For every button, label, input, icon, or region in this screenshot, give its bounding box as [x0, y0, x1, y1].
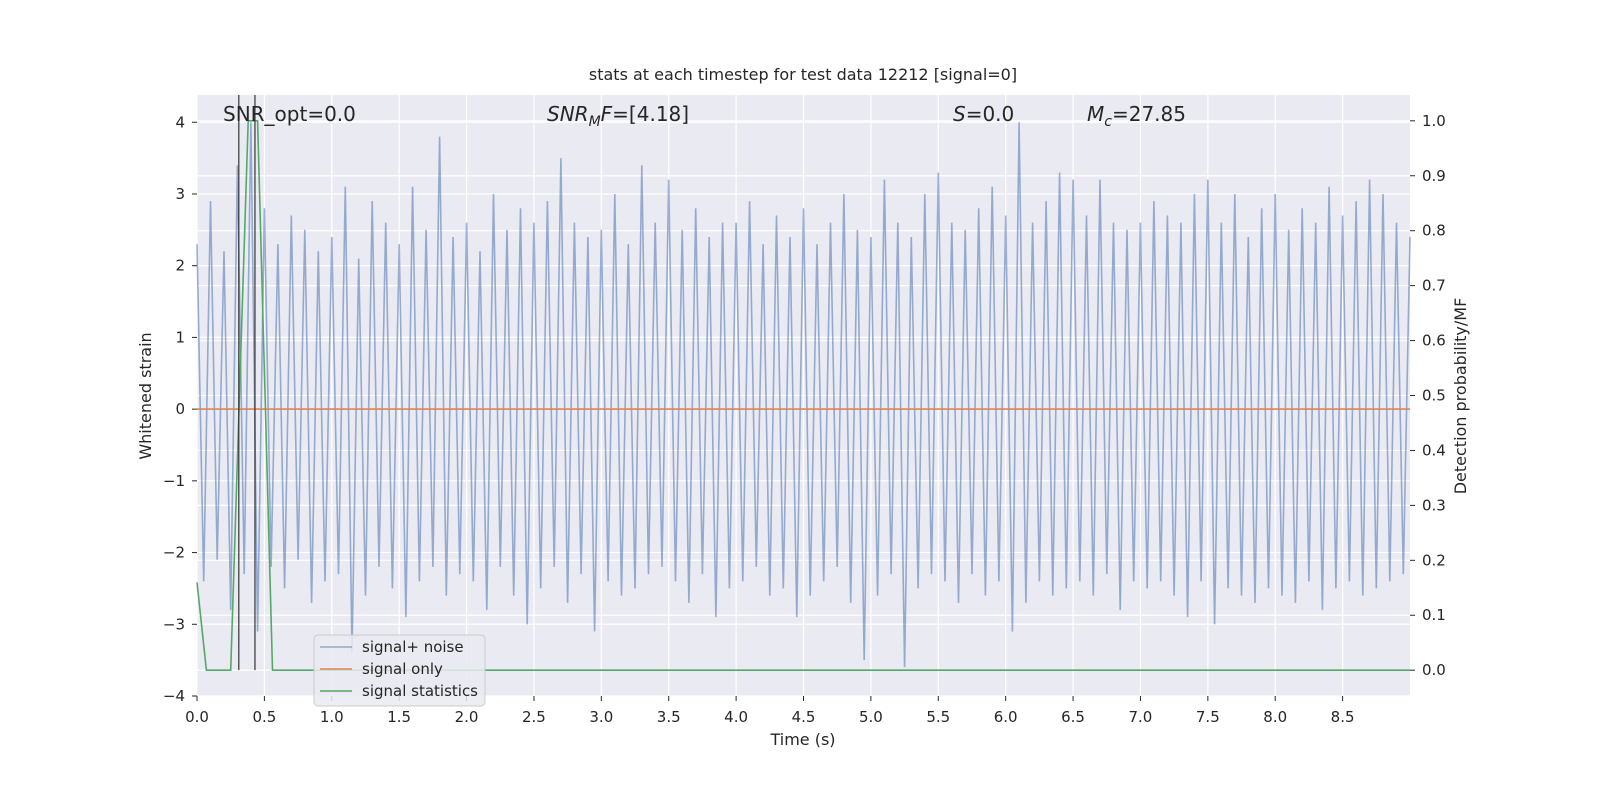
x-tick-label: 1.5	[387, 708, 411, 726]
legend-label: signal statistics	[362, 682, 478, 700]
series-line	[196, 120, 1410, 671]
y-tick-label: 1	[175, 328, 185, 346]
y-tick-label: 3	[175, 185, 185, 203]
y2-tick-label: 0.9	[1422, 167, 1446, 185]
x-tick-label: 6.5	[1061, 708, 1085, 726]
x-tick-label: 3.5	[657, 708, 681, 726]
y2-tick-label: 0.4	[1422, 441, 1446, 459]
x-tick-label: 8.5	[1331, 708, 1355, 726]
y2-tick-label: 1.0	[1422, 112, 1446, 130]
y-axis-label: Whitened strain	[136, 332, 155, 459]
x-tick-label: 4.0	[724, 708, 748, 726]
x-axis-label: Time (s)	[769, 730, 835, 749]
x-tick-label: 6.0	[994, 708, 1018, 726]
annotation-part: F	[601, 102, 613, 126]
annotation-part: SNR_opt=0.0	[223, 102, 356, 126]
y2-tick-label: 0.2	[1422, 551, 1446, 569]
x-tick-label: 4.5	[792, 708, 816, 726]
y2-tick-label: 0.0	[1422, 661, 1446, 679]
y-tick-label: 0	[175, 400, 185, 418]
x-tick-label: 0.0	[185, 708, 209, 726]
x-tick-label: 3.0	[589, 708, 613, 726]
legend-box	[313, 634, 486, 707]
y2-tick-label: 0.8	[1422, 222, 1446, 240]
annotation: S=0.0	[953, 102, 1014, 126]
x-tick-label: 5.0	[859, 708, 883, 726]
annotation: SNRMF=[4.18]	[547, 102, 689, 130]
y-tick-label: −4	[163, 687, 185, 705]
x-tick-label: 7.0	[1129, 708, 1153, 726]
annotation-part: c	[1104, 114, 1112, 130]
annotation-part: M	[589, 114, 601, 130]
y-tick-label: −2	[163, 544, 185, 562]
annotation-part: S	[953, 102, 966, 126]
x-tick-label: 2.5	[522, 708, 546, 726]
annotation-part: =27.85	[1112, 102, 1186, 126]
annotation: Mc=27.85	[1087, 102, 1186, 130]
y2-tick-label: 0.5	[1422, 387, 1446, 405]
x-tick-label: 2.0	[455, 708, 479, 726]
annotation-part: =[4.18]	[612, 102, 689, 126]
y-tick-label: −3	[163, 615, 185, 633]
x-tick-label: 1.0	[320, 708, 344, 726]
annotation-part: SNR	[547, 102, 589, 126]
y2-axis-label: Detection probability/MF	[1451, 298, 1470, 495]
x-tick-label: 5.5	[926, 708, 950, 726]
x-tick-label: 7.5	[1196, 708, 1220, 726]
series-line	[196, 122, 1411, 668]
annotation-part: =0.0	[966, 102, 1015, 126]
chart-title: stats at each timestep for test data 122…	[589, 65, 1017, 84]
annotation-part: M	[1087, 102, 1104, 126]
x-tick-label: 8.0	[1263, 708, 1287, 726]
legend-label: signal only	[362, 660, 443, 678]
y2-tick-label: 0.3	[1422, 496, 1446, 514]
y-tick-label: 4	[175, 113, 185, 131]
y2-tick-label: 0.6	[1422, 332, 1446, 350]
y-tick-label: 2	[175, 257, 185, 275]
y2-tick-label: 0.7	[1422, 277, 1446, 295]
annotation: SNR_opt=0.0	[223, 102, 356, 126]
x-tick-label: 0.5	[252, 708, 276, 726]
y-tick-label: −1	[163, 472, 185, 490]
y2-tick-label: 0.1	[1422, 606, 1446, 624]
legend-label: signal+ noise	[362, 638, 464, 656]
